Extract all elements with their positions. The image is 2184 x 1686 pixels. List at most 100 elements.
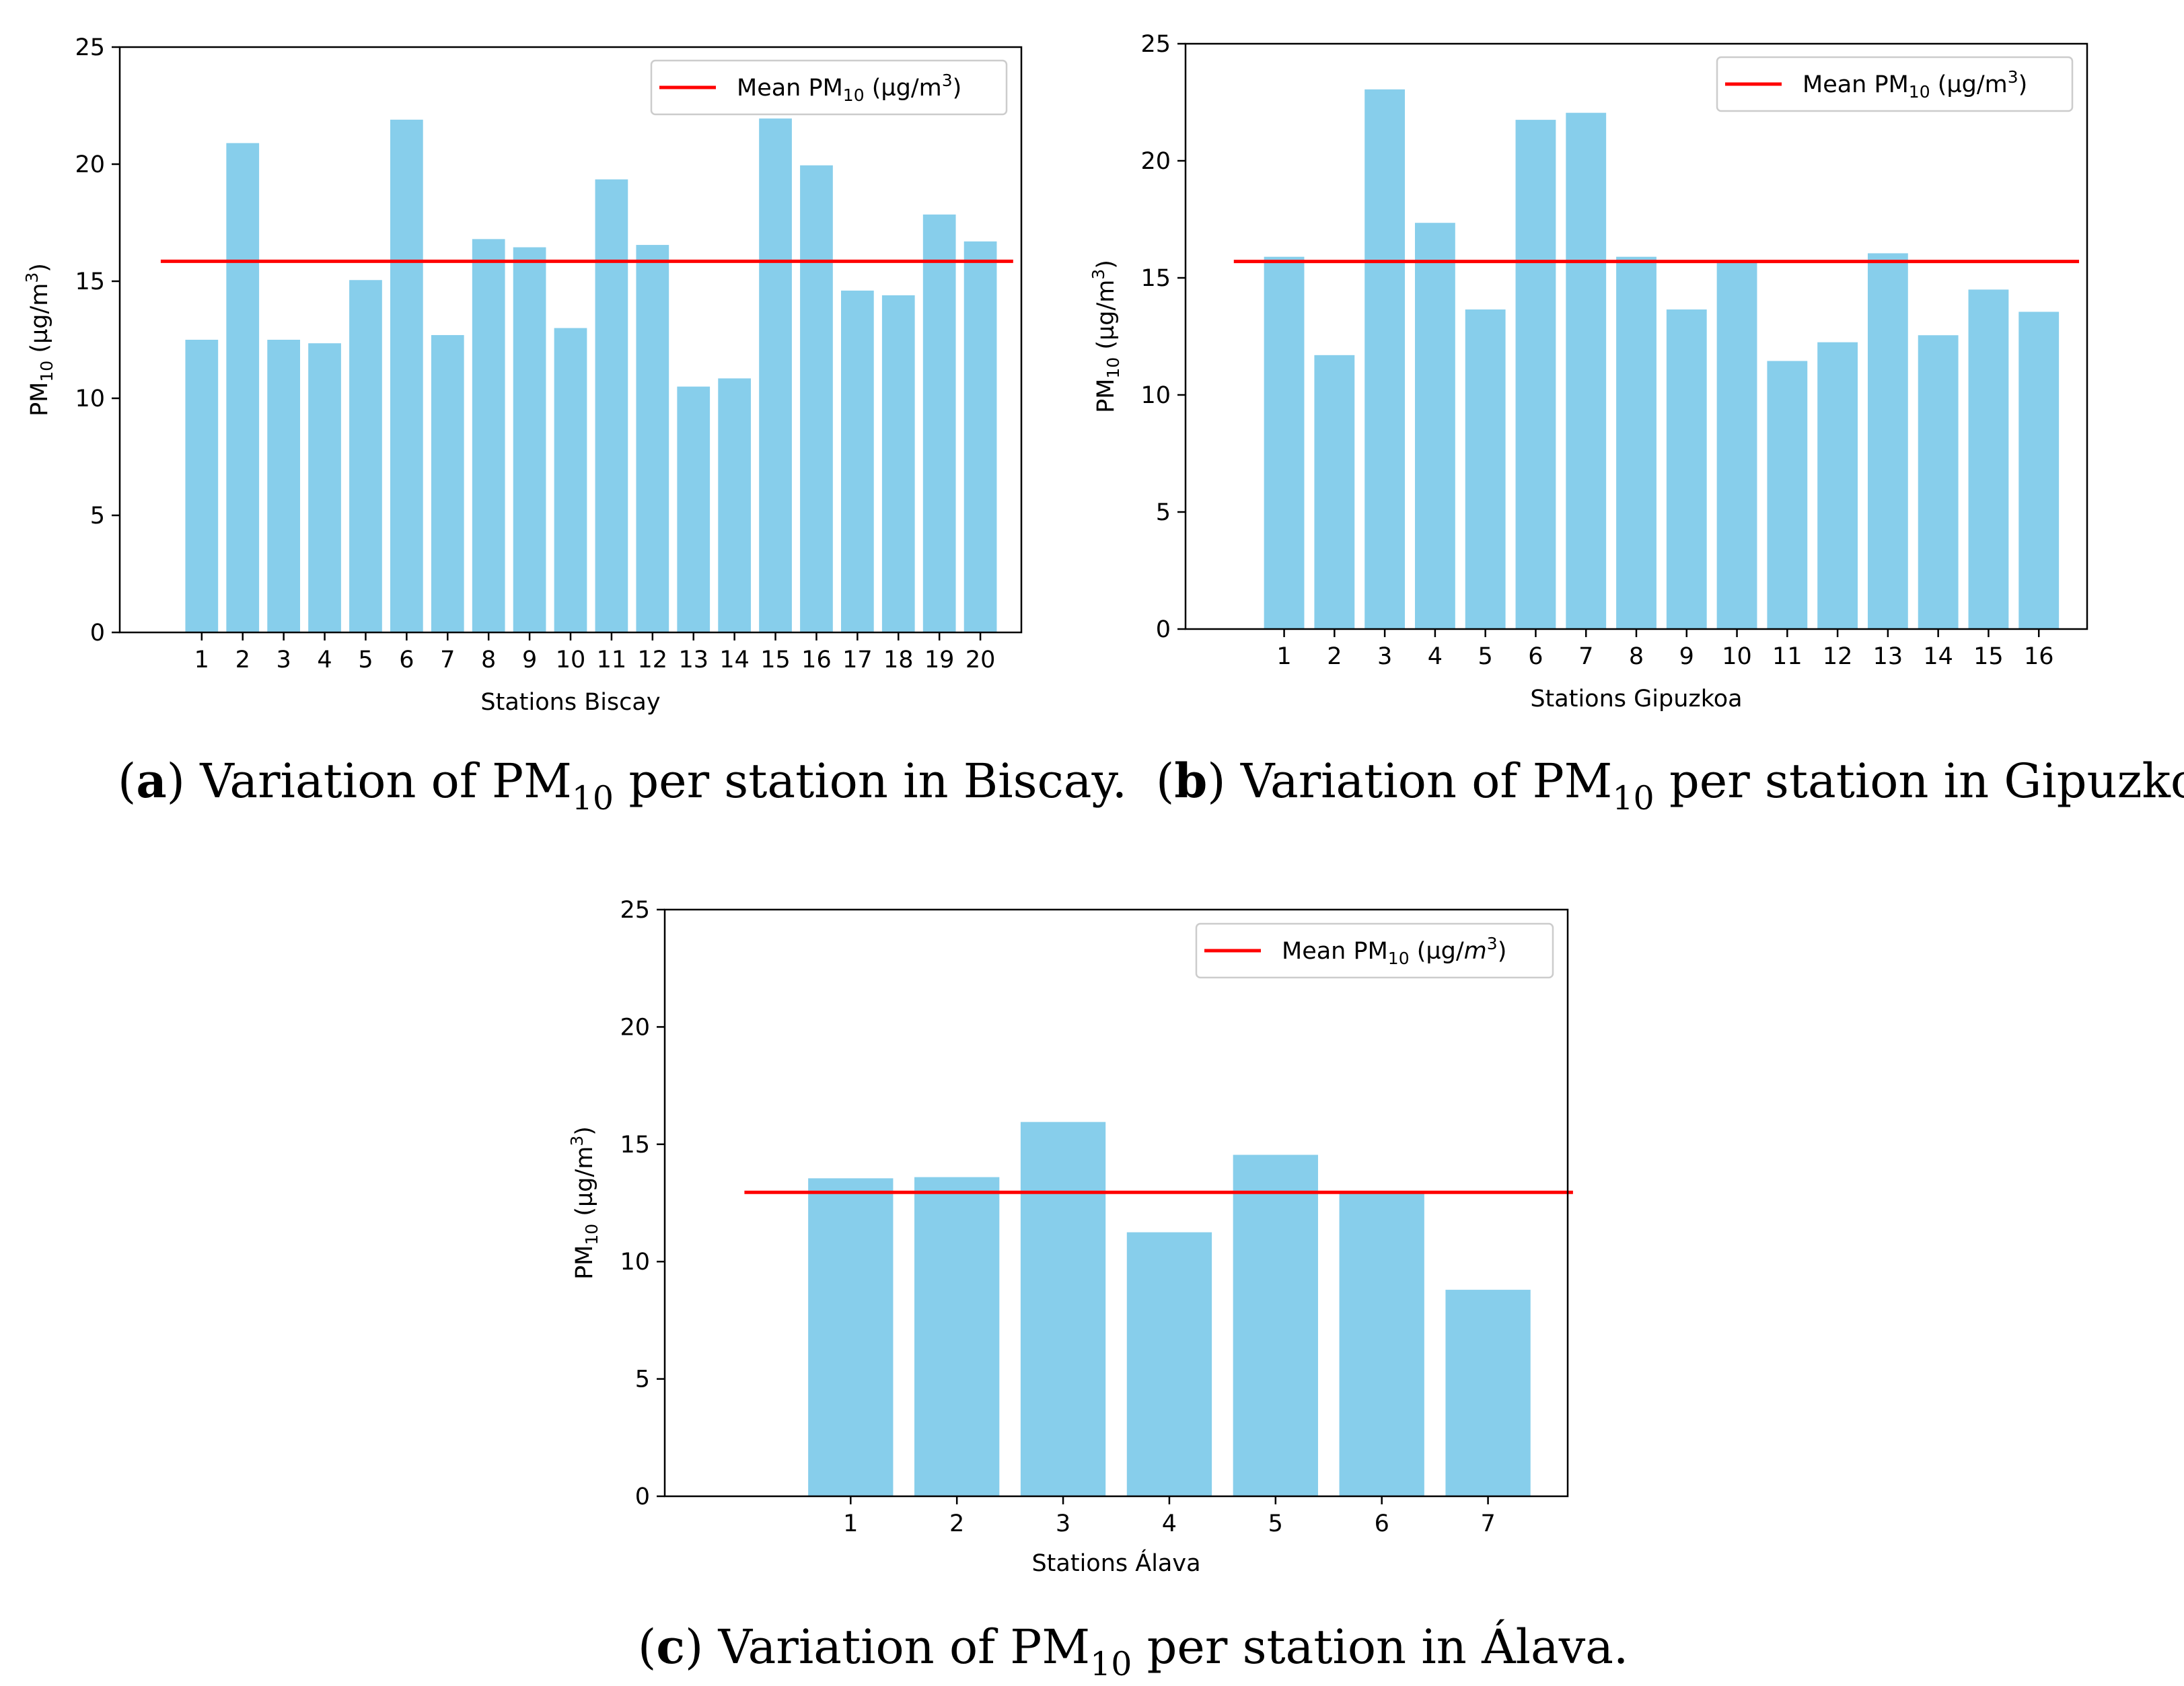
y-axis-label-gipuzkoa: PM10 (µg/m3) — [1089, 260, 1123, 413]
bars-alava — [808, 1122, 1531, 1496]
bar-biscay-station-5 — [349, 280, 382, 632]
x-tick-label-biscay-7: 7 — [440, 647, 455, 673]
bars-biscay — [185, 118, 997, 633]
x-tick-label-gipuzkoa-13: 13 — [1873, 643, 1903, 670]
y-tick-label-alava: 20 — [620, 1014, 650, 1041]
y-axis-label-alava: PM10 (µg/m3) — [567, 1126, 602, 1280]
x-tick-label-gipuzkoa-16: 16 — [2024, 643, 2054, 670]
bar-biscay-station-16 — [800, 165, 833, 633]
bar-gipuzkoa-station-7 — [1566, 112, 1607, 629]
y-tick-label-biscay: 5 — [90, 503, 105, 529]
bar-biscay-station-20 — [963, 241, 997, 633]
y-ticks-alava: 0 5 10 15 20 25 — [620, 897, 665, 1510]
x-tick-label-gipuzkoa-5: 5 — [1478, 643, 1493, 670]
legend-label-alava: Mean PM10 (µg/m3) — [1282, 934, 1506, 968]
bar-biscay-station-3 — [267, 340, 300, 632]
caption-alava: (c) Variation of PM10 per station in Ála… — [638, 1619, 1628, 1683]
plot-frame-biscay — [118, 46, 1023, 634]
x-tick-label-biscay-1: 1 — [194, 647, 209, 673]
bar-gipuzkoa-station-15 — [1968, 289, 2009, 629]
x-tick-label-biscay-18: 18 — [883, 647, 914, 673]
bar-gipuzkoa-station-4 — [1414, 223, 1455, 630]
x-tick-label-biscay-15: 15 — [760, 647, 791, 673]
bar-gipuzkoa-station-16 — [2018, 311, 2060, 629]
x-tick-label-biscay-3: 3 — [276, 647, 291, 673]
bars-gipuzkoa — [1264, 89, 2060, 630]
bar-alava-station-3 — [1020, 1122, 1106, 1496]
x-tick-label-gipuzkoa-15: 15 — [1973, 643, 2004, 670]
x-tick-label-alava-4: 4 — [1162, 1510, 1177, 1537]
x-tick-label-gipuzkoa-1: 1 — [1276, 643, 1291, 670]
x-tick-label-biscay-9: 9 — [522, 647, 537, 673]
x-tick-label-biscay-4: 4 — [317, 647, 332, 673]
x-axis-label-alava: Stations Álava — [1031, 1549, 1200, 1577]
y-tick-label-biscay: 0 — [90, 620, 105, 647]
x-tick-label-biscay-16: 16 — [801, 647, 832, 673]
x-tick-label-gipuzkoa-2: 2 — [1327, 643, 1342, 670]
plot-frame-gipuzkoa — [1184, 42, 2088, 630]
legend-label-biscay: Mean PM10 (µg/m3) — [737, 71, 961, 105]
x-tick-label-gipuzkoa-14: 14 — [1923, 643, 1953, 670]
x-tick-label-alava-3: 3 — [1056, 1510, 1070, 1537]
x-tick-label-gipuzkoa-11: 11 — [1772, 643, 1803, 670]
y-tick-label-gipuzkoa: 15 — [1140, 265, 1171, 292]
x-tick-label-biscay-13: 13 — [678, 647, 708, 673]
x-ticks-gipuzkoa: 1 2 3 4 5 6 7 8 9 10 11 12 13 14 15 16 — [1276, 629, 2053, 670]
bar-alava-station-4 — [1126, 1232, 1212, 1496]
legend-label-gipuzkoa: Mean PM10 (µg/m3) — [1803, 67, 2027, 102]
x-tick-label-gipuzkoa-3: 3 — [1377, 643, 1392, 670]
bar-biscay-station-12 — [636, 245, 669, 632]
y-tick-label-biscay: 20 — [75, 151, 105, 178]
x-tick-label-biscay-12: 12 — [638, 647, 668, 673]
bar-biscay-station-19 — [922, 214, 956, 632]
bar-gipuzkoa-station-13 — [1867, 253, 1908, 630]
x-axis-label-gipuzkoa: Stations Gipuzkoa — [1530, 686, 1742, 712]
bar-biscay-station-1 — [185, 340, 219, 632]
y-tick-label-alava: 10 — [620, 1249, 650, 1276]
bar-gipuzkoa-station-2 — [1314, 355, 1355, 629]
bar-gipuzkoa-station-1 — [1264, 256, 1305, 629]
x-tick-label-alava-7: 7 — [1480, 1510, 1495, 1537]
caption-gipuzkoa: (b) Variation of PM10 per station in Gip… — [1156, 753, 2184, 817]
y-tick-label-biscay: 25 — [75, 34, 105, 61]
legend-biscay: Mean PM10 (µg/m3) — [650, 59, 1008, 116]
bar-biscay-station-2 — [226, 143, 260, 632]
x-tick-label-biscay-10: 10 — [556, 647, 586, 673]
x-tick-label-biscay-11: 11 — [597, 647, 627, 673]
bar-biscay-station-15 — [759, 118, 792, 632]
x-tick-label-gipuzkoa-4: 4 — [1428, 643, 1443, 670]
x-tick-label-alava-5: 5 — [1268, 1510, 1283, 1537]
y-tick-label-alava: 25 — [620, 897, 650, 924]
bar-biscay-station-14 — [718, 378, 751, 632]
y-ticks-biscay: 0 5 10 15 20 25 — [75, 34, 120, 647]
bar-gipuzkoa-station-11 — [1767, 361, 1808, 629]
y-tick-label-gipuzkoa: 20 — [1140, 148, 1171, 175]
y-ticks-gipuzkoa: 0 5 10 15 20 25 — [1140, 31, 1186, 643]
x-tick-label-biscay-6: 6 — [399, 647, 414, 673]
bar-alava-station-2 — [914, 1177, 1000, 1496]
x-tick-label-biscay-17: 17 — [842, 647, 873, 673]
bar-biscay-station-18 — [881, 295, 915, 632]
bar-gipuzkoa-station-9 — [1666, 309, 1707, 629]
plot-frame-alava — [663, 908, 1569, 1498]
x-tick-label-alava-1: 1 — [843, 1510, 858, 1537]
bar-gipuzkoa-station-5 — [1465, 309, 1506, 629]
y-tick-label-alava: 0 — [635, 1483, 650, 1510]
x-tick-label-biscay-8: 8 — [481, 647, 496, 673]
bar-gipuzkoa-station-8 — [1616, 256, 1657, 629]
x-axis-label-biscay: Stations Biscay — [480, 689, 660, 716]
legend-gipuzkoa: Mean PM10 (µg/m3) — [1716, 56, 2074, 112]
y-tick-label-biscay: 10 — [75, 386, 105, 412]
bar-gipuzkoa-station-12 — [1817, 342, 1858, 629]
bar-biscay-station-7 — [431, 335, 464, 632]
legend-box-biscay — [650, 59, 1008, 116]
legend-box-gipuzkoa — [1716, 56, 2074, 112]
bar-alava-station-1 — [808, 1178, 894, 1496]
bar-alava-station-6 — [1339, 1191, 1424, 1496]
bar-biscay-station-17 — [841, 290, 874, 632]
bar-biscay-station-10 — [554, 328, 587, 632]
x-ticks-alava: 1 2 3 4 5 6 7 — [843, 1496, 1496, 1537]
